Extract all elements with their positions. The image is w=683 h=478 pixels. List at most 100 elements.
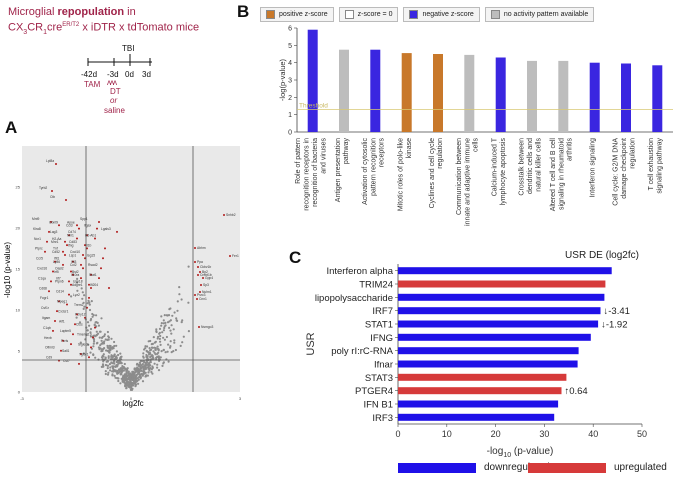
volcano-sig-point: [104, 247, 106, 250]
legend-zero: z-score = 0: [338, 7, 399, 22]
volcano-gene-label: Sall1: [62, 349, 69, 353]
volcano-gene-label: P2ry12: [75, 313, 86, 317]
volcano-sig-point: [78, 227, 80, 230]
chart-c-category-label: STAT1: [365, 320, 393, 331]
volcano-point: [108, 344, 111, 347]
volcano-gene-label: Cd52: [52, 250, 60, 254]
volcano-point: [125, 384, 129, 387]
volcano-point: [86, 329, 89, 332]
volcano-point: [103, 347, 106, 350]
volcano-point: [181, 341, 184, 344]
volcano-gene-label: C1qb: [43, 326, 51, 330]
volcano-gene-label: Cd14: [56, 290, 64, 294]
volcano-point: [170, 324, 173, 327]
volcano-point: [151, 372, 154, 375]
volcano-sig-point: [72, 260, 74, 263]
volcano-point: [112, 347, 115, 350]
volcano-sig-point: [52, 270, 54, 273]
chart-b-category-line: pattern recognition: [370, 138, 377, 196]
volcano-point: [157, 369, 161, 372]
chart-c-bar: [398, 307, 601, 315]
volcano-plot-area: [22, 146, 240, 392]
volcano-point: [125, 373, 128, 376]
volcano-point: [145, 374, 148, 377]
volcano-point: [123, 381, 126, 384]
volcano-y-tick: 10: [16, 308, 21, 313]
volcano-point: [162, 336, 165, 339]
volcano-point: [112, 360, 116, 363]
volcano-point: [108, 351, 111, 354]
volcano-gene-label: Psrc3: [197, 293, 206, 297]
volcano-point: [161, 364, 164, 367]
volcano-point: [127, 384, 130, 387]
chart-b-category-line: Role of pattern: [295, 138, 302, 184]
volcano-point: [89, 351, 92, 354]
volcano-sig-point: [76, 237, 78, 240]
chart-b-category-line: regulation: [629, 138, 636, 169]
chart-c-x-tick: 50: [637, 429, 647, 439]
volcano-gene-label: Rsad2: [88, 263, 98, 267]
volcano-point: [75, 281, 79, 284]
volcano-sig-point: [54, 320, 56, 322]
volcano-sig-point: [94, 326, 96, 329]
volcano-point: [76, 289, 79, 292]
volcano-point: [174, 348, 177, 352]
timeline-dt-arrows: ʌʌʌ: [107, 78, 117, 87]
volcano-point: [152, 336, 155, 339]
volcano-point: [107, 356, 110, 359]
volcano-gene-label: Siglech: [78, 342, 89, 346]
volcano-point: [129, 377, 132, 380]
volcano-point: [101, 349, 104, 352]
volcano-sig-point: [64, 240, 66, 243]
volcano-point: [156, 366, 159, 369]
volcano-sig-point: [199, 291, 201, 293]
timeline-tick: 3d: [142, 70, 151, 79]
volcano-gene-label: Itgax: [84, 224, 91, 228]
volcano-gene-label: Tnf: [53, 247, 58, 251]
chart-b-category-line: Interferon signaling: [590, 138, 597, 198]
volcano-sig-point: [44, 250, 46, 253]
volcano-point: [148, 369, 151, 372]
chart-b-bar: [370, 49, 381, 133]
volcano-point: [159, 340, 162, 343]
volcano-gene-label: Ptprc: [35, 247, 43, 251]
chart-b-category-label: Communication betweeninnate and adaptive…: [456, 138, 480, 226]
chart-b-category-label: Mitotic roles of polo-likekinase: [397, 138, 412, 211]
volcano-point: [163, 325, 166, 328]
volcano-gene-label: Nhl1: [67, 234, 74, 238]
volcano-point: [167, 314, 171, 317]
volcano-point: [111, 355, 115, 358]
volcano-gene-label: Ccl3: [66, 224, 73, 228]
volcano-point: [97, 324, 100, 327]
volcano-point: [103, 340, 106, 343]
volcano-point: [149, 355, 152, 359]
chart-b-category-line: regulation: [437, 138, 444, 169]
volcano-point: [91, 315, 94, 318]
volcano-sig-point: [88, 296, 90, 299]
volcano-gene-label: Lpl8a: [46, 159, 54, 163]
chart-c-category-label: poly rI:rC-RNA: [331, 346, 393, 357]
volcano-sig-point: [65, 199, 67, 201]
volcano-gene-label: Bst2: [72, 270, 79, 274]
volcano-sig-point: [84, 316, 86, 319]
chart-b-bar: [621, 63, 631, 132]
chart-b-category-line: kinase: [406, 138, 413, 158]
volcano-point: [119, 352, 122, 355]
chart-b-bar: [464, 54, 475, 132]
volcano-point: [181, 319, 184, 322]
volcano-point: [152, 350, 155, 353]
volcano-point: [133, 367, 137, 370]
volcano-point: [148, 351, 152, 355]
chart-c-category-label: PTGER4: [355, 386, 393, 397]
volcano-point: [134, 381, 137, 385]
volcano-sig-point: [98, 277, 100, 280]
volcano-gene-label: Mnr1: [51, 240, 59, 244]
volcano-point: [160, 322, 163, 325]
chart-b-category-line: innate and adaptive immune: [464, 138, 471, 226]
legend-c-up: upregulated: [528, 462, 667, 473]
timeline-tick: -42d: [81, 70, 98, 79]
volcano-point: [98, 330, 102, 333]
chart-b-category-line: Activation of cytosolic: [362, 138, 369, 205]
volcano-point: [132, 373, 135, 376]
volcano-point: [180, 321, 183, 324]
